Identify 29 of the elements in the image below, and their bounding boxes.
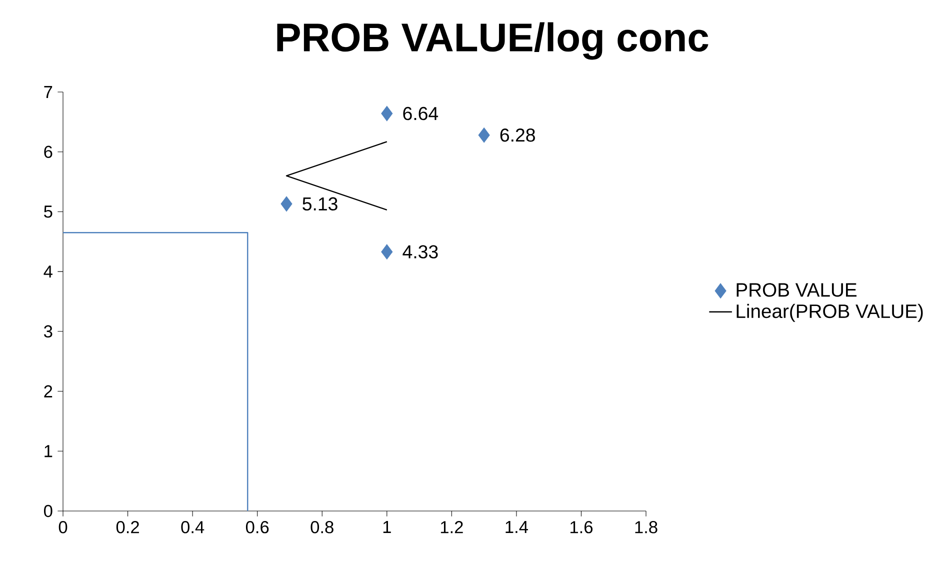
x-tick-label: 1.8	[635, 521, 658, 534]
y-tick-label: 4	[44, 266, 52, 278]
data-label: 5.13	[302, 197, 338, 211]
legend-label: Linear(PROB VALUE)	[736, 304, 923, 322]
x-tick-label: 0.8	[310, 521, 334, 534]
x-tick-label: 1.2	[440, 521, 463, 534]
x-tick-label: 0.6	[246, 521, 269, 534]
point	[280, 196, 292, 212]
data-label: 4.33	[402, 245, 438, 258]
y-tick-label: 7	[44, 86, 52, 98]
x-tick-label: 1.4	[506, 521, 528, 533]
y-tick-label: 0	[44, 504, 52, 518]
point	[381, 106, 393, 122]
y-tick-label: 3	[44, 325, 52, 338]
x-tick-label: 1.6	[570, 521, 593, 534]
y-tick-label: 6	[44, 146, 52, 158]
y-tick-label: 1	[44, 445, 52, 458]
data-label: 6.28	[500, 128, 535, 142]
point	[478, 127, 490, 143]
data-label: 6.64	[403, 106, 438, 120]
x-tick-label: 0.4	[181, 521, 204, 534]
y-tick-label: 5	[44, 206, 52, 218]
point	[381, 244, 393, 260]
chart-title: PROB VALUE/log conc	[277, 22, 708, 60]
legend-label: PROB VALUE	[736, 283, 856, 297]
x-tick-label: 0.2	[116, 521, 139, 534]
x-tick-label: 1	[383, 521, 391, 533]
x-tick-label: 0	[58, 521, 68, 534]
y-tick-label: 2	[44, 385, 52, 398]
